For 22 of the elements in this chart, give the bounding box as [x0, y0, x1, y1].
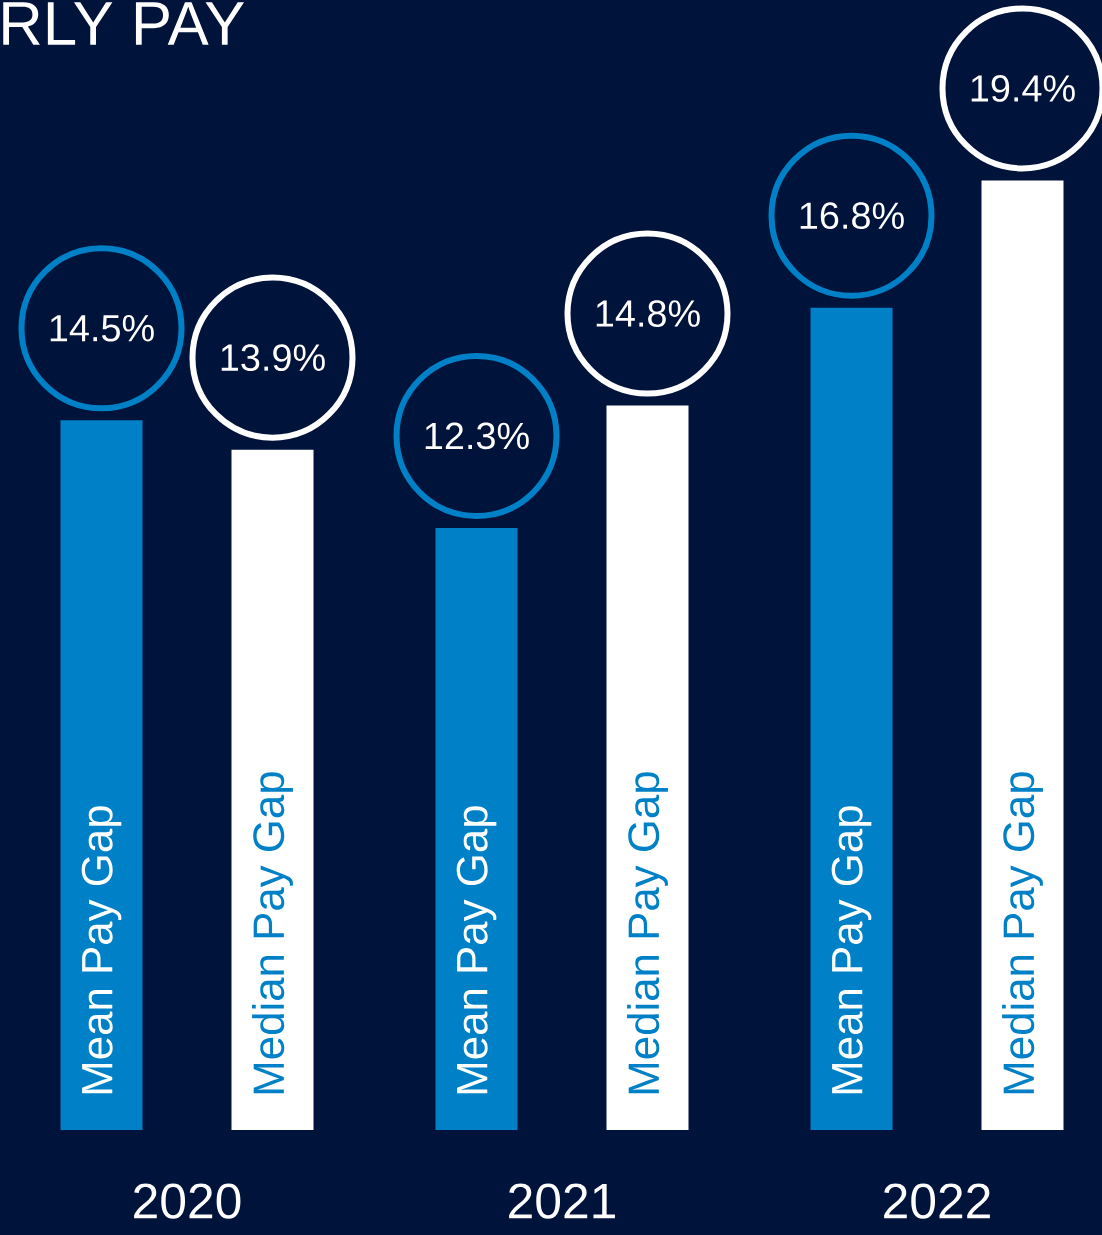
- bar: [810, 307, 893, 1130]
- bar: [981, 180, 1064, 1130]
- data-label: 14.8%: [596, 300, 700, 327]
- bar: [60, 420, 143, 1130]
- series-label: Median Pay Gap: [1002, 772, 1043, 1094]
- data-label: 16.8%: [800, 202, 904, 230]
- data-label: 19.4%: [971, 75, 1075, 102]
- text: Mean Pay Gap: [831, 806, 872, 1094]
- x-tick-label: 2020: [134, 1183, 241, 1219]
- bar: [231, 449, 314, 1130]
- data-label: 12.3%: [425, 422, 529, 450]
- series-label: Mean Pay Gap: [456, 806, 497, 1094]
- data-label: 13.9%: [221, 344, 325, 372]
- bar: [435, 527, 518, 1130]
- text: Mean Pay Gap: [81, 806, 122, 1094]
- chart-title: RLY PAY: [3, 2, 245, 45]
- x-tick-label: 2021: [509, 1183, 615, 1219]
- text: Median Pay Gap: [252, 772, 293, 1094]
- bar: [606, 405, 689, 1130]
- data-label: 14.5%: [50, 314, 154, 342]
- text: Median Pay Gap: [627, 772, 668, 1094]
- x-tick-label: 2022: [884, 1183, 990, 1219]
